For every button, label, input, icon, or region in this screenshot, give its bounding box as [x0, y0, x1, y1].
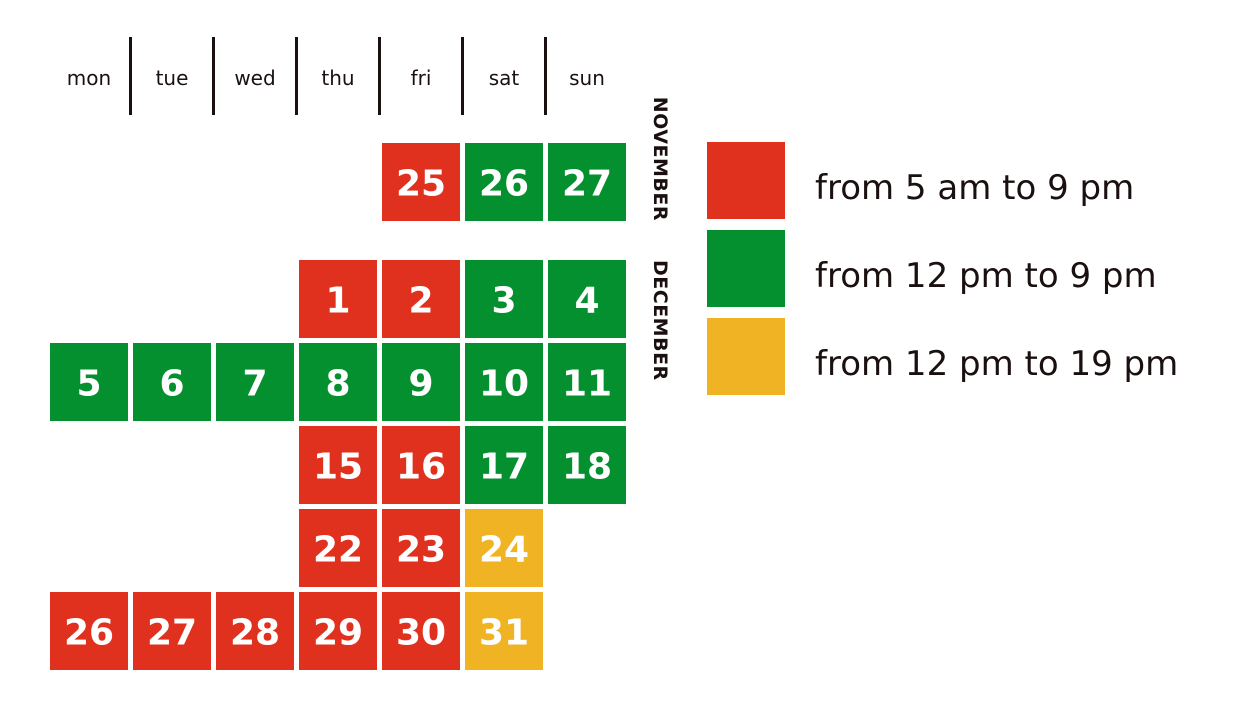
- weekday-label: fri: [411, 66, 432, 90]
- day-cell: [548, 343, 626, 421]
- day-cell: [382, 260, 460, 338]
- day-cell: [299, 343, 377, 421]
- day-number: 8: [325, 364, 350, 405]
- day-number: 28: [230, 613, 280, 654]
- legend-label: from 12 pm to 9 pm: [815, 256, 1157, 296]
- day-number: 11: [562, 364, 612, 405]
- legend-swatch: [707, 142, 785, 219]
- day-cell: [382, 343, 460, 421]
- day-number: 5: [76, 364, 101, 405]
- weekday-label: sun: [569, 66, 605, 90]
- day-number: 10: [479, 364, 529, 405]
- day-number: 17: [479, 447, 529, 488]
- day-cell: [216, 592, 294, 670]
- day-number: 9: [408, 364, 433, 405]
- day-cell: [50, 592, 128, 670]
- day-cell: [299, 509, 377, 587]
- day-cell: [465, 592, 543, 670]
- day-number: 22: [313, 530, 363, 571]
- day-number: 26: [64, 613, 114, 654]
- day-number: 27: [147, 613, 197, 654]
- day-number: 15: [313, 447, 363, 488]
- legend-label: from 12 pm to 19 pm: [815, 344, 1178, 384]
- day-cell: [465, 509, 543, 587]
- day-number: 26: [479, 164, 529, 205]
- day-cell: [465, 426, 543, 504]
- day-cell: [548, 426, 626, 504]
- legend-swatch: [707, 230, 785, 307]
- month-label: DECEMBER: [649, 260, 671, 381]
- day-number: 27: [562, 164, 612, 205]
- weekday-label: mon: [67, 66, 111, 90]
- weekday-label: wed: [234, 66, 275, 90]
- day-cell: [548, 143, 626, 221]
- day-number: 30: [396, 613, 446, 654]
- day-number: 2: [408, 281, 433, 322]
- day-number: 23: [396, 530, 446, 571]
- day-cell: [465, 143, 543, 221]
- day-cell: [548, 260, 626, 338]
- day-number: 31: [479, 613, 529, 654]
- weekday-label: sat: [489, 66, 520, 90]
- day-number: 4: [574, 281, 599, 322]
- day-number: 24: [479, 530, 529, 571]
- legend-label: from 5 am to 9 pm: [815, 168, 1134, 208]
- day-number: 7: [242, 364, 267, 405]
- legend-swatch: [707, 318, 785, 395]
- day-cell: [382, 592, 460, 670]
- day-cell: [382, 509, 460, 587]
- month-label: NOVEMBER: [649, 97, 671, 221]
- day-number: 25: [396, 164, 446, 205]
- weekday-label: thu: [321, 66, 354, 90]
- day-cell: [216, 343, 294, 421]
- day-number: 3: [491, 281, 516, 322]
- day-cell: [299, 260, 377, 338]
- day-number: 6: [159, 364, 184, 405]
- day-cell: [465, 343, 543, 421]
- day-number: 29: [313, 613, 363, 654]
- weekday-label: tue: [156, 66, 189, 90]
- day-cell: [382, 426, 460, 504]
- day-cell: [133, 343, 211, 421]
- day-number: 16: [396, 447, 446, 488]
- day-cell: [133, 592, 211, 670]
- day-number: 1: [325, 281, 350, 322]
- day-cell: [299, 592, 377, 670]
- day-number: 18: [562, 447, 612, 488]
- day-cell: [465, 260, 543, 338]
- day-cell: [382, 143, 460, 221]
- day-cell: [299, 426, 377, 504]
- day-cell: [50, 343, 128, 421]
